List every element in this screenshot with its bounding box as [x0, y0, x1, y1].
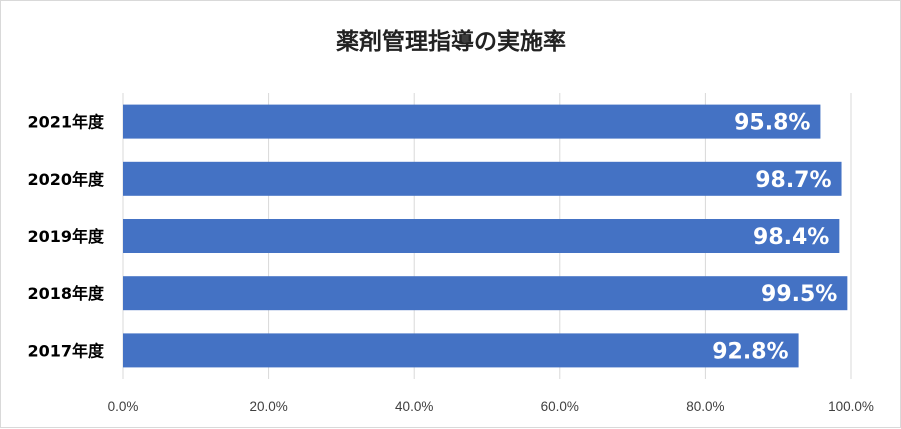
- category-label: 2019年度: [27, 227, 105, 246]
- chart-title: 薬剤管理指導の実施率: [336, 28, 566, 55]
- bar: [123, 276, 848, 311]
- x-tick-label: 40.0%: [395, 399, 433, 414]
- data-label: 98.4%: [753, 225, 829, 250]
- category-labels: 2021年度 2020年度 2019年度 2018年度 2017年度: [27, 113, 105, 361]
- data-label: 99.5%: [761, 282, 837, 307]
- x-tick-label: 20.0%: [249, 399, 287, 414]
- data-label: 95.8%: [734, 111, 810, 136]
- x-tick-label: 0.0%: [108, 399, 139, 414]
- x-axis-ticks: 0.0% 20.0% 40.0% 60.0% 80.0% 100.0%: [108, 399, 874, 414]
- data-label: 98.7%: [755, 168, 831, 193]
- bar: [123, 104, 821, 139]
- category-label: 2018年度: [27, 284, 105, 303]
- bar: [123, 161, 842, 196]
- bar: [123, 219, 840, 253]
- x-tick-label: 100.0%: [828, 399, 874, 414]
- x-tick-label: 80.0%: [686, 399, 724, 414]
- category-label: 2020年度: [27, 170, 105, 189]
- x-tick-label: 60.0%: [541, 399, 579, 414]
- bar: [123, 333, 799, 368]
- category-label: 2017年度: [27, 341, 105, 360]
- bars: 95.8% 98.7% 98.4% 99.5% 92.8%: [123, 104, 848, 368]
- category-label: 2021年度: [27, 113, 105, 132]
- data-label: 92.8%: [712, 339, 788, 364]
